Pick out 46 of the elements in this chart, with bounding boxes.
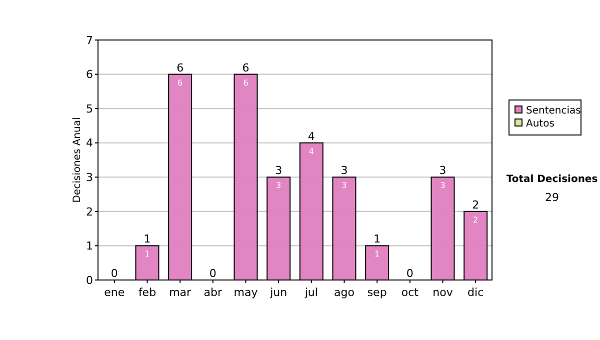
total-label: 6 [242, 61, 250, 74]
data-label: 2 [473, 215, 478, 224]
x-tick-label: feb [138, 286, 156, 299]
data-label: 1 [374, 250, 380, 259]
legend-label: Autos [526, 118, 554, 130]
data-label: 6 [243, 78, 248, 88]
x-tick-label: nov [432, 286, 454, 299]
total-label: 0 [110, 267, 118, 280]
x-tick-label: ago [334, 286, 355, 299]
data-label: 4 [308, 146, 314, 156]
total-label: 1 [374, 232, 381, 246]
total-label: 4 [308, 130, 315, 143]
y-tick-label: 3 [86, 170, 93, 184]
x-tick-label: abr [204, 286, 223, 299]
data-label: 3 [342, 181, 347, 190]
data-label: 3 [440, 181, 446, 190]
total-label: 1 [144, 232, 151, 246]
total-label: 3 [275, 164, 282, 178]
total-label: 0 [406, 267, 414, 280]
total-label: 2 [472, 198, 480, 212]
x-tick-label: oct [401, 286, 420, 299]
total-label: 0 [209, 267, 216, 280]
total-label: 6 [176, 61, 184, 74]
data-label: 3 [276, 181, 282, 190]
x-tick-label: mar [169, 286, 192, 299]
text: Total Decisiones [506, 174, 598, 185]
y-tick-label: 1 [86, 240, 93, 253]
y-tick-label: 7 [86, 34, 93, 47]
x-tick-label: ene [104, 286, 125, 299]
text: 29 [545, 191, 559, 204]
y-tick-label: 5 [86, 102, 93, 116]
x-tick-label: sep [367, 286, 387, 299]
total-label: 3 [439, 164, 446, 178]
y-tick-label: 0 [86, 274, 93, 287]
y-axis-title: Decisiones Anual [72, 117, 83, 203]
x-tick-label: dic [468, 286, 484, 299]
data-label: 6 [178, 78, 183, 88]
x-tick-label: jun [269, 286, 288, 299]
x-tick-label: jul [304, 286, 318, 299]
y-tick-label: 6 [86, 68, 93, 82]
total-label: 3 [340, 164, 348, 178]
y-tick-label: 4 [86, 136, 93, 150]
y-tick-label: 2 [86, 205, 93, 218]
x-tick-label: may [234, 286, 258, 299]
legend-label: Sentencias [526, 106, 581, 116]
data-label: 1 [144, 250, 150, 259]
